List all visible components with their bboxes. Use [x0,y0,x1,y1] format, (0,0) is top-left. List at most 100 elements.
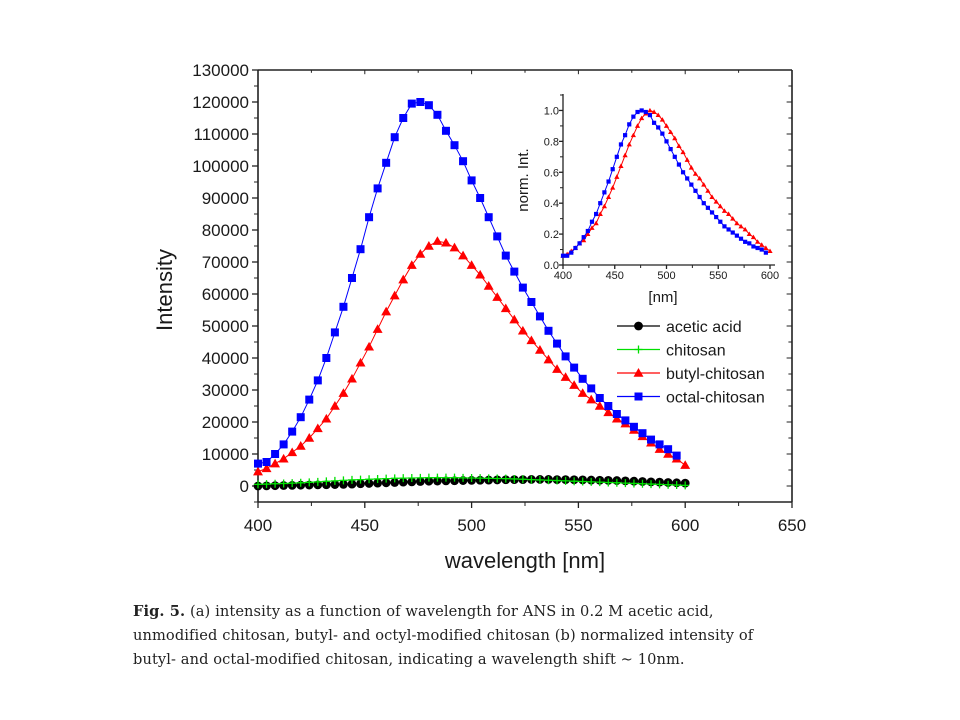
inset-point-octal-chitosan-normalized [689,182,694,187]
inset-y-tick-label: 0.6 [544,167,559,179]
main-point-butyl-chitosan [261,463,272,473]
main-y-tick-label: 50000 [202,317,249,336]
main-point-butyl-chitosan [594,401,605,410]
inset-point-butyl-chitosan-normalized [730,216,736,221]
main-point-octal-chitosan [493,232,502,241]
inset-point-butyl-chitosan-normalized [634,123,641,128]
main-point-octal-chitosan [647,435,656,444]
main-point-octal-chitosan [664,445,673,454]
main-point-chitosan [501,474,510,483]
inset-point-butyl-chitosan-normalized [738,223,744,229]
main-point-octal-chitosan [518,283,527,292]
main-axes: 400 450 500 550 600 650 0 10000 20000 30000 40000 5… [192,61,806,535]
inset-point-octal-chitosan-normalized [759,247,764,252]
main-point-octal-chitosan [544,326,553,335]
inset-point-butyl-chitosan-normalized [663,123,670,128]
inset-point-butyl-chitosan-normalized [746,231,752,237]
main-y-tick-label: 80000 [202,221,249,240]
caption-text-1: (a) intensity as a function of wavelengt… [185,603,714,620]
main-point-octal-chitosan [655,440,664,449]
main-y-tick-label: 20000 [202,413,249,432]
main-point-chitosan [433,473,442,482]
main-point-octal-chitosan [604,402,613,410]
inset-point-butyl-chitosan-normalized [692,171,699,176]
legend-item-acetic-acid: acetic acid [617,319,742,336]
inset-point-octal-chitosan-normalized [734,233,739,238]
main-y-tick-label: 120000 [192,93,249,112]
inset-point-octal-chitosan-normalized [627,122,632,127]
inset-y-tick-label: 1.0 [544,105,559,117]
main-point-butyl-chitosan [680,460,691,469]
main-x-axis-title: wavelength [nm] [444,548,605,573]
inset-point-butyl-chitosan-normalized [717,203,723,209]
main-point-chitosan [262,480,271,489]
main-point-butyl-chitosan [654,444,665,453]
main-point-octal-chitosan [501,251,510,260]
main-point-chitosan [647,480,656,489]
inset-y-tick-label: 0.0 [544,260,559,272]
main-point-acetic-acid [373,478,383,488]
inset-axes: 400 450 500 550 600 0.0 0.2 0.4 0.6 0.8 1.0 [544,94,779,282]
inset-point-butyl-chitosan-normalized [754,239,761,244]
inset-point-octal-chitosan-normalized [594,211,599,217]
inset-point-butyl-chitosan-normalized [589,225,595,230]
caption-line-3: butyl- and octal-modified chitosan, indi… [133,651,685,668]
inset-point-butyl-chitosan-normalized [684,157,690,162]
inset-x-tick-label: 600 [761,270,779,282]
main-point-butyl-chitosan [278,453,289,463]
main-point-butyl-chitosan [312,423,323,433]
main-point-octal-chitosan [416,98,425,106]
inset-point-butyl-chitosan-normalized [750,234,757,240]
inset-point-butyl-chitosan-normalized [767,248,773,254]
inset-point-octal-chitosan-normalized [565,253,570,258]
inset-point-octal-chitosan-normalized [747,241,752,246]
main-point-butyl-chitosan [389,290,400,300]
main-y-tick-label: 40000 [202,349,249,368]
inset-point-octal-chitosan-normalized [685,176,690,181]
main-point-butyl-chitosan [441,237,451,247]
legend-label: butyl-chitosan [666,366,765,383]
main-point-octal-chitosan [365,213,374,222]
main-x-tick-label: 400 [244,516,272,535]
inset-point-butyl-chitosan-normalized [672,135,678,141]
main-y-tick-label: 10000 [202,445,249,464]
inset-x-tick-label: 500 [657,270,675,282]
main-point-chitosan [279,479,288,488]
inset-series-butyl-chitosan-normalized [560,107,773,258]
main-point-octal-chitosan [629,422,638,431]
main-point-acetic-acid [381,478,391,488]
main-point-chitosan [347,475,356,484]
main-point-octal-chitosan [510,267,519,276]
main-point-butyl-chitosan [355,357,366,367]
inset-point-octal-chitosan-normalized [606,179,611,184]
main-point-chitosan [459,473,468,482]
inset-point-butyl-chitosan-normalized [659,117,665,122]
inset-point-butyl-chitosan-normalized [626,141,632,147]
main-series-butyl-chitosan [253,236,691,476]
inset-y-tick-label: 0.4 [544,198,559,210]
main-series-chitosan [254,473,690,490]
inset-point-octal-chitosan-normalized [569,250,574,255]
main-point-octal-chitosan [672,451,681,460]
main-point-octal-chitosan [595,394,604,402]
main-point-butyl-chitosan [338,388,349,397]
main-point-octal-chitosan [450,141,459,150]
main-point-chitosan [587,477,596,486]
inset-point-butyl-chitosan-normalized [610,185,616,190]
inset-point-butyl-chitosan-normalized [705,188,711,193]
main-point-octal-chitosan [424,101,433,110]
main-point-chitosan [664,480,673,489]
main-point-butyl-chitosan [560,372,571,381]
main-point-octal-chitosan [390,133,399,142]
main-point-butyl-chitosan [321,413,332,423]
main-point-chitosan [476,474,485,483]
inset-point-octal-chitosan-normalized [639,108,644,113]
main-point-butyl-chitosan [663,449,674,458]
inset-point-octal-chitosan-normalized [598,201,603,206]
main-point-chitosan [493,474,502,483]
inset-point-butyl-chitosan-normalized [676,143,682,148]
inset-point-butyl-chitosan-normalized [759,242,765,247]
main-point-octal-chitosan [296,413,305,422]
main-point-chitosan [681,481,690,490]
